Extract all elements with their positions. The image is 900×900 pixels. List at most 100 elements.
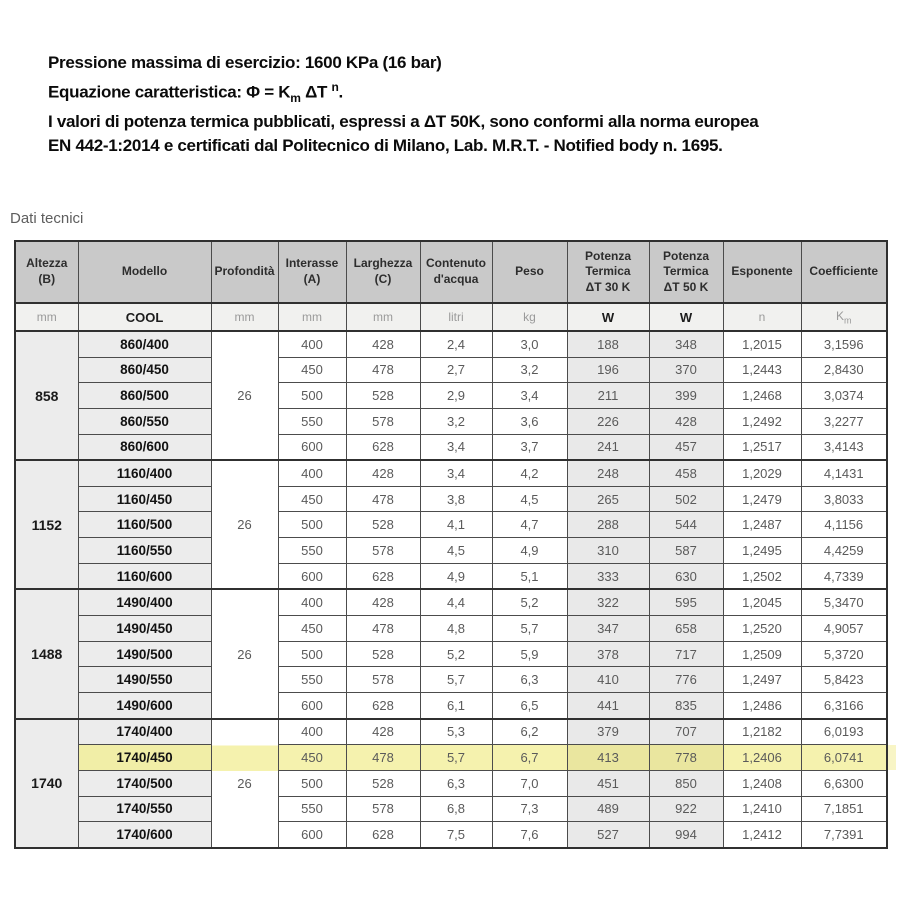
cell-coefficiente: 3,8033 [800, 485, 888, 513]
cell-larghezza: 428 [345, 588, 421, 617]
col-unit-profondita: mm [210, 302, 279, 332]
cell-interasse: 500 [277, 511, 347, 539]
cell-interasse: 600 [277, 691, 347, 720]
col-header-label-line: (C) [374, 272, 392, 286]
col-header-esponente: Esponente [722, 240, 802, 304]
table-row: 1160/450 450 478 3,8 4,5 265 502 1,2479 3,8033 [15, 485, 888, 513]
table-row: 1740 1740/400 26 400 428 5,3 6,2 379 707 1,2182 6,… [14, 717, 888, 849]
col-unit-contenuto: litri [419, 302, 493, 332]
cell-modello: 1490/450 [77, 615, 212, 642]
cell-contenuto: 2,7 [419, 356, 493, 384]
cell-pot30: 241 [566, 433, 650, 461]
cell-pot30: 310 [566, 537, 650, 564]
col-header-contenuto: Contenuto d'acqua [419, 240, 493, 304]
col-header-coefficiente: Coefficiente [800, 240, 888, 304]
cell-esponente: 1,2182 [722, 717, 802, 746]
col-header-label-line: (A) [303, 272, 321, 286]
cell-modello: 1490/400 [77, 588, 212, 617]
cell-peso: 6,7 [491, 744, 568, 771]
cell-pot50: 630 [648, 562, 724, 590]
cell-profondita: 26 [210, 329, 279, 461]
cell-peso: 4,7 [491, 511, 568, 539]
col-header-altezza: Altezza (B) [14, 240, 79, 304]
cell-interasse: 550 [277, 795, 347, 823]
cell-larghezza: 428 [345, 329, 421, 358]
cell-pot30: 347 [566, 615, 650, 642]
col-header-label-line: Peso [515, 264, 544, 279]
cell-coefficiente: 7,7391 [800, 821, 888, 849]
cell-interasse: 400 [277, 717, 347, 746]
col-header-label-line: Modello [121, 264, 168, 279]
cell-pot30: 410 [566, 666, 650, 693]
col-unit-pot50: W [648, 302, 724, 332]
cell-esponente: 1,2517 [722, 433, 802, 461]
cell-profondita: 26 [210, 717, 279, 849]
cell-peso: 5,7 [491, 615, 568, 642]
col-header-modello: Modello [77, 240, 212, 304]
cell-modello: 860/450 [77, 356, 212, 384]
cell-coefficiente: 5,3720 [800, 640, 888, 668]
cell-esponente: 1,2497 [722, 666, 802, 693]
cell-altezza: 1488 [14, 588, 79, 720]
cell-larghezza: 528 [345, 640, 421, 668]
cell-pot50: 707 [648, 717, 724, 746]
cell-modello: 1160/500 [77, 511, 212, 539]
cell-pot30: 333 [566, 562, 650, 590]
cell-pot30: 288 [566, 511, 650, 539]
cell-esponente: 1,2495 [722, 537, 802, 564]
col-header-larghezza: Larghezza (C) [345, 240, 421, 304]
cell-contenuto: 4,1 [419, 511, 493, 539]
col-unit-peso: kg [491, 302, 568, 332]
cell-esponente: 1,2029 [722, 459, 802, 487]
cell-coefficiente: 3,4143 [800, 433, 888, 461]
cell-modello: 860/500 [77, 382, 212, 409]
cell-peso: 5,1 [491, 562, 568, 590]
col-header-label-line: Contenuto [426, 256, 486, 271]
col-header-label-line: Profondità [214, 264, 275, 279]
cell-modello: 1490/500 [77, 640, 212, 668]
cell-pot50: 370 [648, 356, 724, 384]
cell-contenuto: 6,8 [419, 795, 493, 823]
cell-esponente: 1,2509 [722, 640, 802, 668]
table-row: 1740/500 500 528 6,3 7,0 451 850 1,2408 6,6300 [15, 769, 888, 797]
cell-esponente: 1,2015 [722, 329, 802, 358]
table-row: 1740/450 450 478 5,7 6,7 413 778 1,2406 6,0741 [15, 744, 897, 771]
cell-larghezza: 628 [345, 691, 421, 720]
table-header-row: Altezza (B) Modello Profondità Interasse (A) L… [14, 240, 888, 304]
cell-contenuto: 5,7 [419, 744, 493, 771]
cell-interasse: 500 [277, 382, 347, 409]
cell-larghezza: 478 [345, 744, 421, 771]
cell-larghezza: 578 [345, 666, 421, 693]
cell-esponente: 1,2045 [722, 588, 802, 617]
cell-coefficiente: 3,0374 [800, 382, 888, 409]
col-header-pot50: Potenza Termica ΔT 50 K [648, 240, 724, 304]
cell-coefficiente: 4,9057 [800, 615, 888, 642]
table-row: 1160/600 600 628 4,9 5,1 333 630 1,2502 4,7339 [15, 562, 888, 590]
table-row: 860/550 550 578 3,2 3,6 226 428 1,2492 3,2277 [15, 407, 888, 435]
cell-modello: 1160/550 [77, 537, 212, 564]
col-header-label-line: (B) [38, 272, 56, 286]
cell-peso: 4,2 [491, 459, 568, 487]
cell-interasse: 450 [277, 615, 347, 642]
cell-profondita: 26 [210, 588, 279, 720]
cell-interasse: 500 [277, 769, 347, 797]
cell-pot30: 188 [566, 329, 650, 358]
cell-larghezza: 628 [345, 562, 421, 590]
col-header-interasse: Interasse (A) [277, 240, 347, 304]
cell-contenuto: 4,9 [419, 562, 493, 590]
cell-peso: 7,3 [491, 795, 568, 823]
cell-larghezza: 428 [345, 459, 421, 487]
table-row: 1152 1160/400 26 400 428 3,4 4,2 248 458 1,2029 4,… [14, 459, 888, 590]
cell-pot50: 658 [648, 615, 724, 642]
col-header-profondita: Profondità [210, 240, 279, 304]
cell-peso: 5,2 [491, 588, 568, 617]
table-row: 860/450 450 478 2,7 3,2 196 370 1,2443 2,8430 [15, 356, 888, 384]
cell-esponente: 1,2412 [722, 821, 802, 849]
cell-esponente: 1,2443 [722, 356, 802, 384]
col-unit-modello: COOL [77, 302, 212, 332]
cell-interasse: 400 [277, 459, 347, 487]
cell-esponente: 1,2487 [722, 511, 802, 539]
cell-larghezza: 628 [345, 821, 421, 849]
cell-interasse: 500 [277, 640, 347, 668]
cell-larghezza: 628 [345, 433, 421, 461]
